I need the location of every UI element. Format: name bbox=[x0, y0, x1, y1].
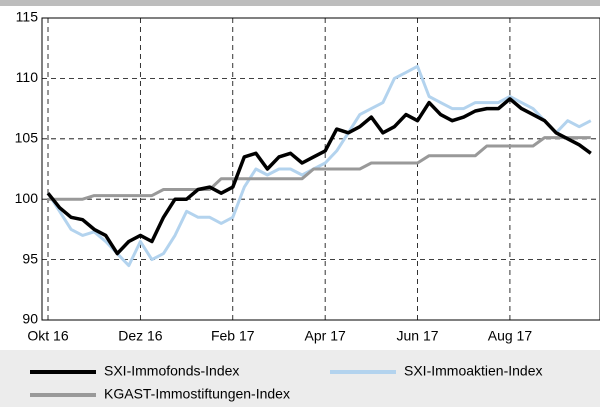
legend-box bbox=[0, 350, 600, 407]
y-tick-label: 115 bbox=[16, 9, 39, 25]
legend-label: SXI-Immoaktien-Index bbox=[404, 363, 543, 379]
series-line bbox=[48, 136, 591, 201]
top-strip bbox=[0, 0, 600, 6]
y-tick-label: 110 bbox=[16, 69, 39, 85]
y-tick-label: 100 bbox=[15, 190, 39, 206]
legend-label: SXI-Immofonds-Index bbox=[104, 363, 239, 379]
y-tick-label: 90 bbox=[22, 311, 38, 327]
x-tick-label: Aug 17 bbox=[488, 328, 533, 344]
x-tick-label: Jun 17 bbox=[397, 328, 439, 344]
y-tick-label: 105 bbox=[15, 130, 39, 146]
x-tick-label: Feb 17 bbox=[211, 328, 255, 344]
y-tick-label: 95 bbox=[22, 250, 38, 266]
plot-border bbox=[41, 17, 600, 321]
series-line bbox=[46, 64, 592, 268]
x-tick-label: Okt 16 bbox=[27, 328, 68, 344]
legend-label: KGAST-Immostiftungen-Index bbox=[104, 386, 290, 402]
x-tick-label: Apr 17 bbox=[305, 328, 346, 344]
x-tick-label: Dez 16 bbox=[118, 328, 163, 344]
series-line bbox=[46, 97, 592, 256]
